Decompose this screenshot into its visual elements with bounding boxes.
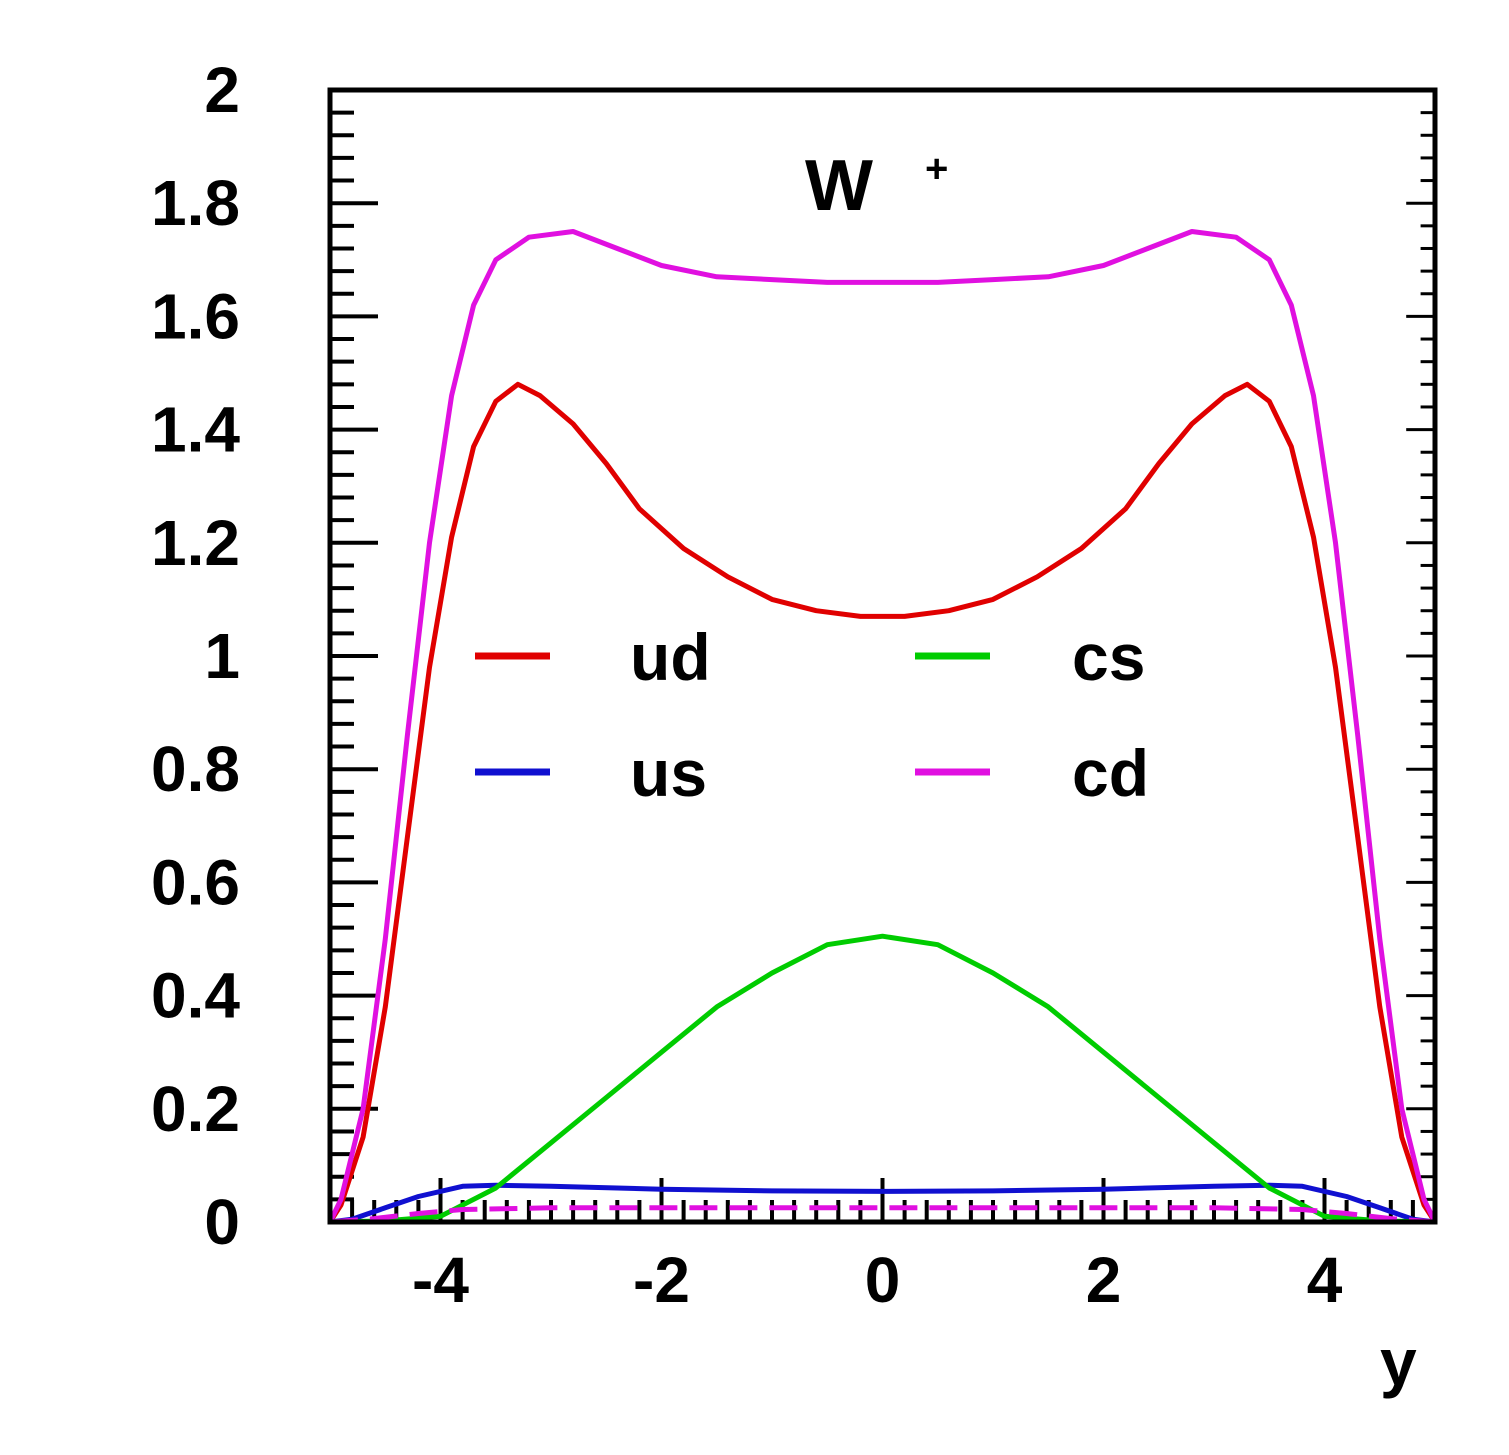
x-tick-label: -2 <box>633 1244 690 1316</box>
x-tick-label: 4 <box>1307 1244 1343 1316</box>
y-tick-label: 0.8 <box>151 733 240 805</box>
series-line-us <box>329 1182 1436 1225</box>
tick-labels: 0 0.2 0.4 0.6 0.8 1 1.2 1.4 1.6 1.8 2 -4 -2 0 2 4 <box>151 54 1343 1316</box>
y-tick-label: 0 <box>204 1186 240 1258</box>
series-line-cs <box>329 933 1436 1225</box>
y-tick-label: 0.4 <box>151 960 240 1032</box>
chart-title-superscript: + <box>925 147 948 191</box>
chart-title: W <box>805 146 873 226</box>
y-tick-label: 1.6 <box>151 280 240 352</box>
series-line-ud <box>327 381 1438 1224</box>
plot-frame <box>327 87 1438 1225</box>
y-tick-label: 1.4 <box>151 394 240 466</box>
x-axis-label: y <box>1380 1325 1417 1399</box>
legend-label-ud: ud <box>630 620 711 694</box>
legend-label-cd: cd <box>1072 736 1149 810</box>
y-tick-label: 0.6 <box>151 846 240 918</box>
legend-label-us: us <box>630 736 707 810</box>
series-lines <box>327 229 1438 1225</box>
y-tick-label: 2 <box>204 54 240 126</box>
y-tick-label: 0.2 <box>151 1073 240 1145</box>
y-tick-label: 1.8 <box>151 167 240 239</box>
legend: ud cs us cd <box>475 620 1149 810</box>
y-tick-label: 1.2 <box>151 507 240 579</box>
x-tick-label: 2 <box>1086 1244 1122 1316</box>
y-tick-label: 1 <box>204 620 240 692</box>
series-line-extra-4 <box>329 1205 1436 1225</box>
legend-label-cs: cs <box>1072 620 1145 694</box>
x-tick-label: -4 <box>412 1244 469 1316</box>
series-line-cd <box>327 229 1438 1224</box>
x-tick-label: 0 <box>865 1244 901 1316</box>
